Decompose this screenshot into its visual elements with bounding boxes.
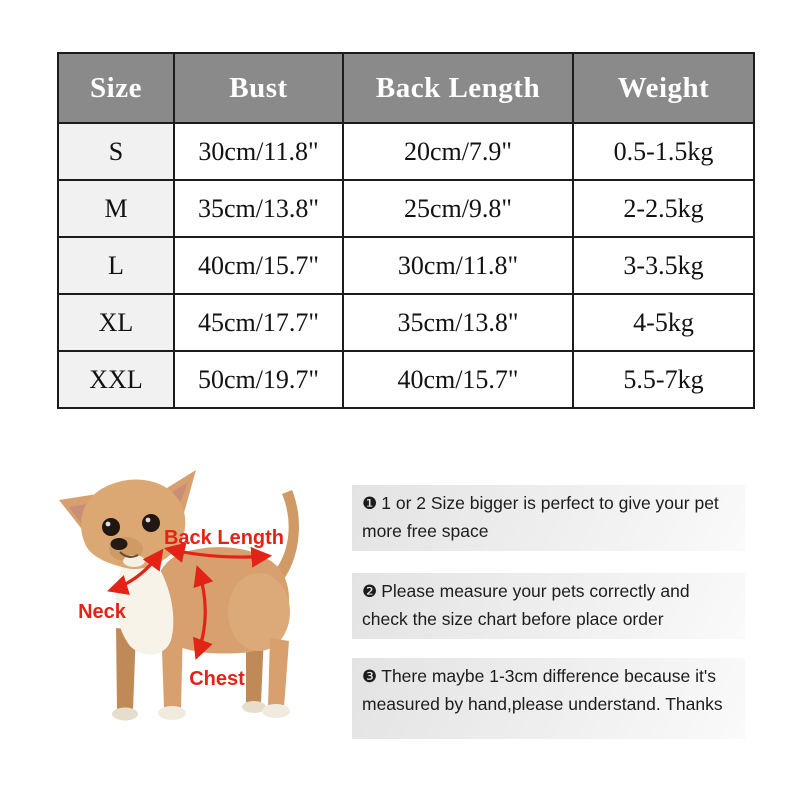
back-length-cell: 40cm/15.7" — [342, 350, 574, 409]
back-length-cell: 35cm/13.8" — [342, 293, 574, 352]
bust-cell: 30cm/11.8" — [173, 122, 344, 181]
weight-cell: 4-5kg — [572, 293, 755, 352]
note-3-bullet-icon: ❸ — [362, 667, 378, 687]
size-cell: L — [57, 236, 175, 295]
bust-cell: 50cm/19.7" — [173, 350, 344, 409]
table-row-m: M 35cm/13.8" 25cm/9.8" 2-2.5kg — [57, 179, 755, 238]
back-length-cell: 20cm/7.9" — [342, 122, 574, 181]
column-header-size: Size — [57, 52, 175, 124]
bust-cell: 40cm/15.7" — [173, 236, 344, 295]
note-2-text: Please measure your pets correctly and c… — [362, 581, 690, 629]
back-length-cell: 25cm/9.8" — [342, 179, 574, 238]
column-header-weight: Weight — [572, 52, 755, 124]
size-chart-table: Size Bust Back Length Weight S 30cm/11.8… — [57, 52, 755, 409]
weight-cell: 2-2.5kg — [572, 179, 755, 238]
note-2: ❷ Please measure your pets correctly and … — [352, 573, 745, 639]
table-header-row: Size Bust Back Length Weight — [57, 52, 755, 124]
dog-measurement-diagram: Back Length Neck Chest — [59, 470, 299, 721]
bust-cell: 35cm/13.8" — [173, 179, 344, 238]
dog-illustration — [59, 470, 299, 721]
chest-arrow — [193, 565, 214, 660]
table-row-l: L 40cm/15.7" 30cm/11.8" 3-3.5kg — [57, 236, 755, 295]
column-header-bust: Bust — [173, 52, 344, 124]
note-1-bullet-icon: ❶ — [362, 494, 378, 514]
back-length-arrow — [163, 542, 273, 568]
weight-cell: 5.5-7kg — [572, 350, 755, 409]
note-3-text: There maybe 1-3cm difference because it'… — [362, 666, 723, 714]
size-cell: S — [57, 122, 175, 181]
size-cell: XXL — [57, 350, 175, 409]
weight-cell: 3-3.5kg — [572, 236, 755, 295]
back-length-label: Back Length — [164, 527, 284, 549]
neck-arrow — [107, 548, 164, 595]
column-header-back-length: Back Length — [342, 52, 574, 124]
note-2-bullet-icon: ❷ — [362, 582, 378, 602]
note-3: ❸ There maybe 1-3cm difference because it… — [352, 658, 745, 739]
bust-cell: 45cm/17.7" — [173, 293, 344, 352]
weight-cell: 0.5-1.5kg — [572, 122, 755, 181]
table-row-xl: XL 45cm/17.7" 35cm/13.8" 4-5kg — [57, 293, 755, 352]
measurement-annotations: Back Length Neck Chest — [78, 527, 284, 690]
table-row-s: S 30cm/11.8" 20cm/7.9" 0.5-1.5kg — [57, 122, 755, 181]
size-cell: XL — [57, 293, 175, 352]
back-length-cell: 30cm/11.8" — [342, 236, 574, 295]
neck-label: Neck — [78, 601, 127, 623]
size-cell: M — [57, 179, 175, 238]
chest-label: Chest — [189, 668, 245, 690]
note-1-text: 1 or 2 Size bigger is perfect to give yo… — [362, 493, 719, 541]
table-row-xxl: XXL 50cm/19.7" 40cm/15.7" 5.5-7kg — [57, 350, 755, 409]
